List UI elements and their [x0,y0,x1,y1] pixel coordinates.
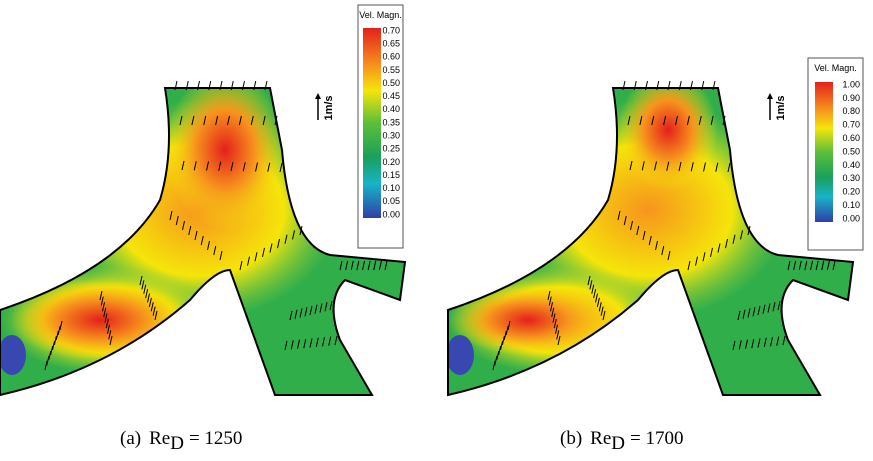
colorbar [363,28,381,218]
colorbar-tick-label: 0.45 [382,91,400,101]
flow-panel: 1m/s [0,70,410,400]
caption-symbol: Re [149,428,170,449]
colorbar-tick-label: 0.40 [382,104,400,114]
colorbar-tick-label: 1.00 [842,79,860,89]
colorbar-tick-label: 0.60 [382,52,400,62]
caption-subscript: D [170,433,184,454]
colorbar-tick-label: 0.05 [382,196,400,206]
colorbar-tick-label: 0.35 [382,117,400,127]
colorbar-title: Vel. Magn. [814,63,857,73]
colorbar [815,82,833,222]
flow-panel: 1m/s [446,70,858,400]
velocity-field [446,70,858,400]
colorbar-title: Vel. Magn. [359,10,402,20]
colorbar-tick-label: 0.25 [382,144,400,154]
colorbar-tick-label: 0.00 [382,209,400,219]
colorbar-tick-label: 0.70 [382,25,400,35]
field-hot [165,70,285,230]
caption-value: = 1250 [189,428,242,449]
field-slow [446,335,474,375]
colorbar-tick-label: 0.50 [382,78,400,88]
colorbar-tick-label: 0.20 [842,187,860,197]
colorbar-tick-label: 0.30 [842,173,860,183]
scale-label: 1m/s [323,95,335,120]
colorbar-tick-label: 0.15 [382,170,400,180]
colorbar-tick-label: 0.80 [842,106,860,116]
colorbar-tick-label: 0.00 [842,213,860,223]
caption-symbol: Re [590,428,611,449]
colorbar-tick-label: 0.50 [842,146,860,156]
caption: (a) ReD= 1250 [120,428,242,454]
colorbar-tick-label: 0.20 [382,157,400,167]
caption: (b) ReD= 1700 [560,428,683,454]
caption-subscript: D [611,433,625,454]
colorbar-tick-label: 0.30 [382,131,400,141]
field-hot [10,280,190,360]
colorbar-tick-label: 0.10 [842,200,860,210]
scale-label: 1m/s [775,95,787,120]
figure: 1m/s Vel. Magn. 0.70 0.65 0.60 0.55 0.50 0.45 0.… [0,0,873,461]
colorbar-tick-label: 0.90 [842,93,860,103]
colorbar-tick-label: 0.70 [842,120,860,130]
colorbar-tick-label: 0.65 [382,39,400,49]
colorbar-tick-label: 0.55 [382,65,400,75]
caption-label: (b) [560,428,582,449]
colorbar-tick-label: 0.10 [382,183,400,193]
scale-arrow-head [315,93,321,99]
page: 1m/s Vel. Magn. 0.70 0.65 0.60 0.55 0.50 0.45 0.… [0,0,873,461]
colorbar-tick-label: 0.40 [842,160,860,170]
scale-arrow-head [767,93,773,99]
caption-label: (a) [120,428,141,449]
caption-value: = 1700 [630,428,683,449]
colorbar-tick-label: 0.60 [842,133,860,143]
field-hot [448,285,608,355]
